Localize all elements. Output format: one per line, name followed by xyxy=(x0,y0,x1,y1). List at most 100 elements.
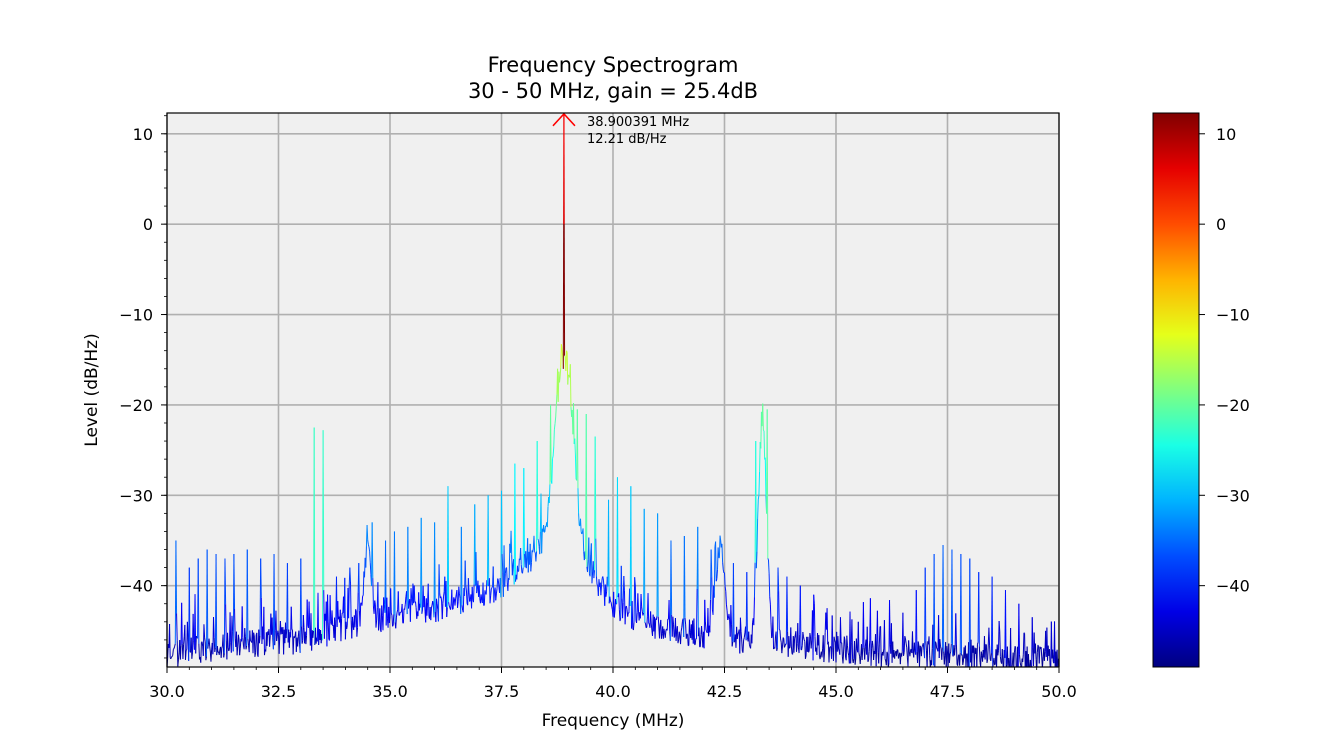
spectrum-segment xyxy=(452,590,453,610)
spectrum-segment xyxy=(554,424,555,430)
spectrum-segment xyxy=(686,634,687,639)
spectrum-segment xyxy=(920,646,921,647)
spectrum-segment xyxy=(578,488,579,513)
spectrum-segment xyxy=(805,641,806,659)
spectrum-segment xyxy=(177,613,178,640)
spectrum-segment xyxy=(170,624,171,658)
spectrum-segment xyxy=(488,495,489,586)
spectrum-segment xyxy=(619,593,620,610)
spectrum-segment xyxy=(626,606,627,609)
spectrum-segment xyxy=(810,633,811,637)
spectrum-segment xyxy=(392,615,393,626)
y-tick-label: 10 xyxy=(133,125,153,144)
spectrum-segment xyxy=(462,605,463,610)
spectrum-segment xyxy=(726,591,727,604)
spectrum-segment xyxy=(461,527,462,605)
spectrum-segment xyxy=(851,642,852,663)
spectrum-segment xyxy=(845,640,846,657)
spectrum-segment xyxy=(574,403,575,444)
spectrum-segment xyxy=(869,640,870,651)
spectrum-segment xyxy=(581,519,582,532)
spectrum-segment xyxy=(919,646,920,668)
spectrum-segment xyxy=(679,632,680,636)
spectrum-segment xyxy=(302,641,303,644)
spectrum-segment xyxy=(702,626,703,636)
spectrum-segment xyxy=(562,350,563,356)
spectrum-segment xyxy=(958,655,959,665)
spectrum-segment xyxy=(717,570,718,579)
spectrum-segment xyxy=(651,624,652,631)
spectrum-segment xyxy=(988,645,989,660)
spectrum-segment xyxy=(611,602,612,606)
spectrum-segment xyxy=(485,590,486,593)
spectrum-segment xyxy=(370,551,371,562)
spectrum-segment xyxy=(935,642,936,643)
spectrum-segment xyxy=(634,577,635,622)
spectrum-segment xyxy=(926,641,927,650)
spectrum-segment xyxy=(733,563,734,642)
spectrum-segment xyxy=(502,554,503,572)
spectrum-segment xyxy=(424,596,425,611)
spectrum-segment xyxy=(989,628,990,645)
spectrum-segment xyxy=(952,550,953,656)
spectrum-segment xyxy=(949,654,950,663)
spectrum-segment xyxy=(798,623,799,647)
spectrum-segment xyxy=(811,640,812,648)
spectrum-segment xyxy=(1038,645,1039,647)
spectrum-segment xyxy=(651,611,652,623)
spectrum-segment xyxy=(494,591,495,602)
spectrum-segment xyxy=(771,623,772,638)
spectrum-segment xyxy=(681,627,682,631)
spectrum-segment xyxy=(405,604,406,610)
spectrum-segment xyxy=(379,620,380,630)
spectrum-segment xyxy=(240,648,241,655)
spectrum-segment xyxy=(444,592,445,597)
spectrum-segment xyxy=(183,644,184,659)
spectrum-segment xyxy=(902,651,903,656)
spectrum-segment xyxy=(759,472,760,496)
spectrum-segment xyxy=(309,602,310,627)
spectrum-segment xyxy=(772,637,773,638)
spectrum-segment xyxy=(616,604,617,605)
spectrum-segment xyxy=(538,539,539,540)
spectrum-segment xyxy=(515,464,516,582)
spectrum-segment xyxy=(443,597,444,604)
spectrum-segment xyxy=(737,634,738,639)
spectrum-segment xyxy=(981,652,982,656)
spectrum-segment xyxy=(435,522,436,612)
spectrum-segment xyxy=(711,550,712,578)
spectrum-segment xyxy=(456,594,457,598)
spectrum-segment xyxy=(473,584,474,602)
spectrum-segment xyxy=(791,647,792,654)
spectrum-segment xyxy=(647,616,648,627)
spectrum-segment xyxy=(559,376,560,382)
spectrum-segment xyxy=(645,623,646,624)
spectrum-segment xyxy=(890,600,891,644)
spectrum-segment xyxy=(614,611,615,618)
spectrum-segment xyxy=(272,618,273,638)
spectrum-segment xyxy=(403,609,404,623)
spectrum-segment xyxy=(484,590,485,605)
spectrum-segment xyxy=(795,636,796,639)
spectrum-segment xyxy=(797,643,798,652)
spectrum-segment xyxy=(483,583,484,606)
spectrum-segment xyxy=(620,618,621,621)
spectrum-segment xyxy=(684,536,685,618)
spectrum-segment xyxy=(667,619,668,630)
spectrum-segment xyxy=(199,644,200,660)
spectrum-segment xyxy=(856,638,857,648)
spectrum-segment xyxy=(428,584,429,615)
spectrum-segment xyxy=(360,603,361,626)
spectrum-segment xyxy=(267,632,268,646)
spectrum-segment xyxy=(171,657,172,659)
spectrum-segment xyxy=(228,633,229,648)
spectrum-segment xyxy=(769,573,770,597)
spectrum-segment xyxy=(496,589,497,594)
spectrum-segment xyxy=(791,627,792,647)
spectrum-segment xyxy=(255,653,256,657)
spectrum-segment xyxy=(822,648,823,657)
spectrum-segment xyxy=(276,611,277,641)
spectrum-segment xyxy=(705,622,706,630)
spectrum-segment xyxy=(767,409,768,558)
